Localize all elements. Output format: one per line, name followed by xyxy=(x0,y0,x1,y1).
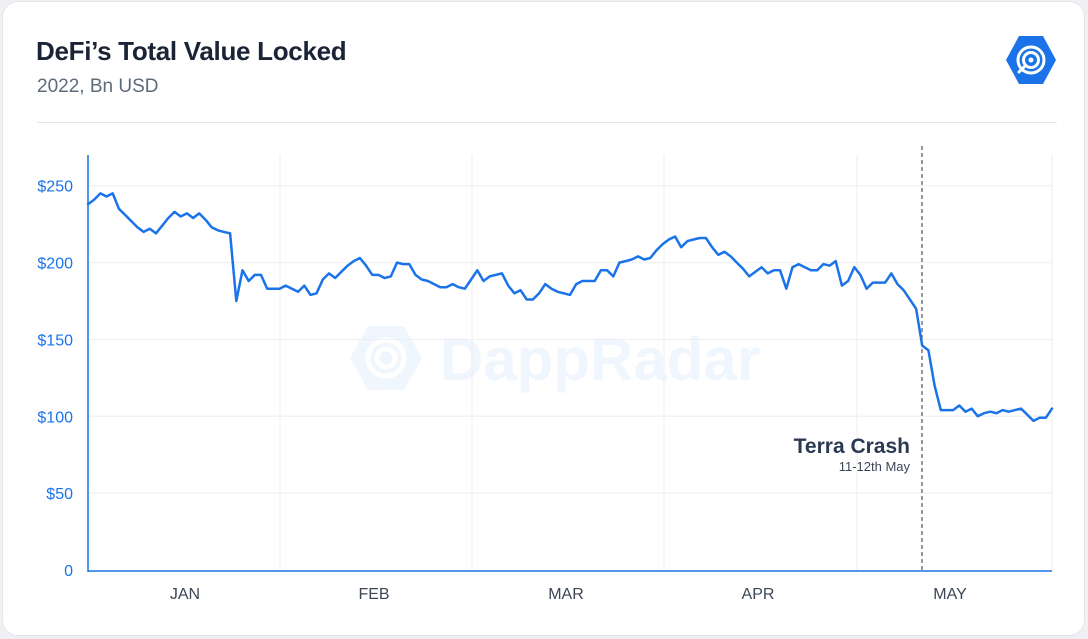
series-layer xyxy=(86,192,1054,423)
x-tick-label: FEB xyxy=(358,586,389,603)
x-tick-label: APR xyxy=(742,586,775,603)
chart-title: DeFi’s Total Value Locked xyxy=(36,36,347,66)
tvl-series-line xyxy=(86,192,1054,423)
y-tick-label: 0 xyxy=(64,563,73,580)
watermark-text: DappRadar xyxy=(440,326,760,393)
y-axis: 0 $50 $100 $150 $200 $250 xyxy=(37,155,89,580)
x-axis: JAN FEB MAR APR MAY xyxy=(88,570,1052,603)
y-tick-label: $250 xyxy=(37,179,73,196)
dappradar-logo-icon xyxy=(1006,36,1056,84)
chart-subtitle: 2022, Bn USD xyxy=(37,76,159,97)
y-tick-label: $200 xyxy=(37,256,73,273)
y-tick-label: $100 xyxy=(37,409,73,426)
y-tick-label: $150 xyxy=(37,332,73,349)
title-divider xyxy=(37,122,1057,123)
x-tick-label: MAY xyxy=(933,586,967,603)
x-tick-label: JAN xyxy=(170,586,200,603)
x-tick-label: MAR xyxy=(548,586,584,603)
watermark: DappRadar xyxy=(350,326,760,393)
y-tick-label: $50 xyxy=(46,486,73,503)
annotation-sublabel: 11-12th May xyxy=(839,459,911,474)
annotation-label: Terra Crash xyxy=(794,435,910,458)
